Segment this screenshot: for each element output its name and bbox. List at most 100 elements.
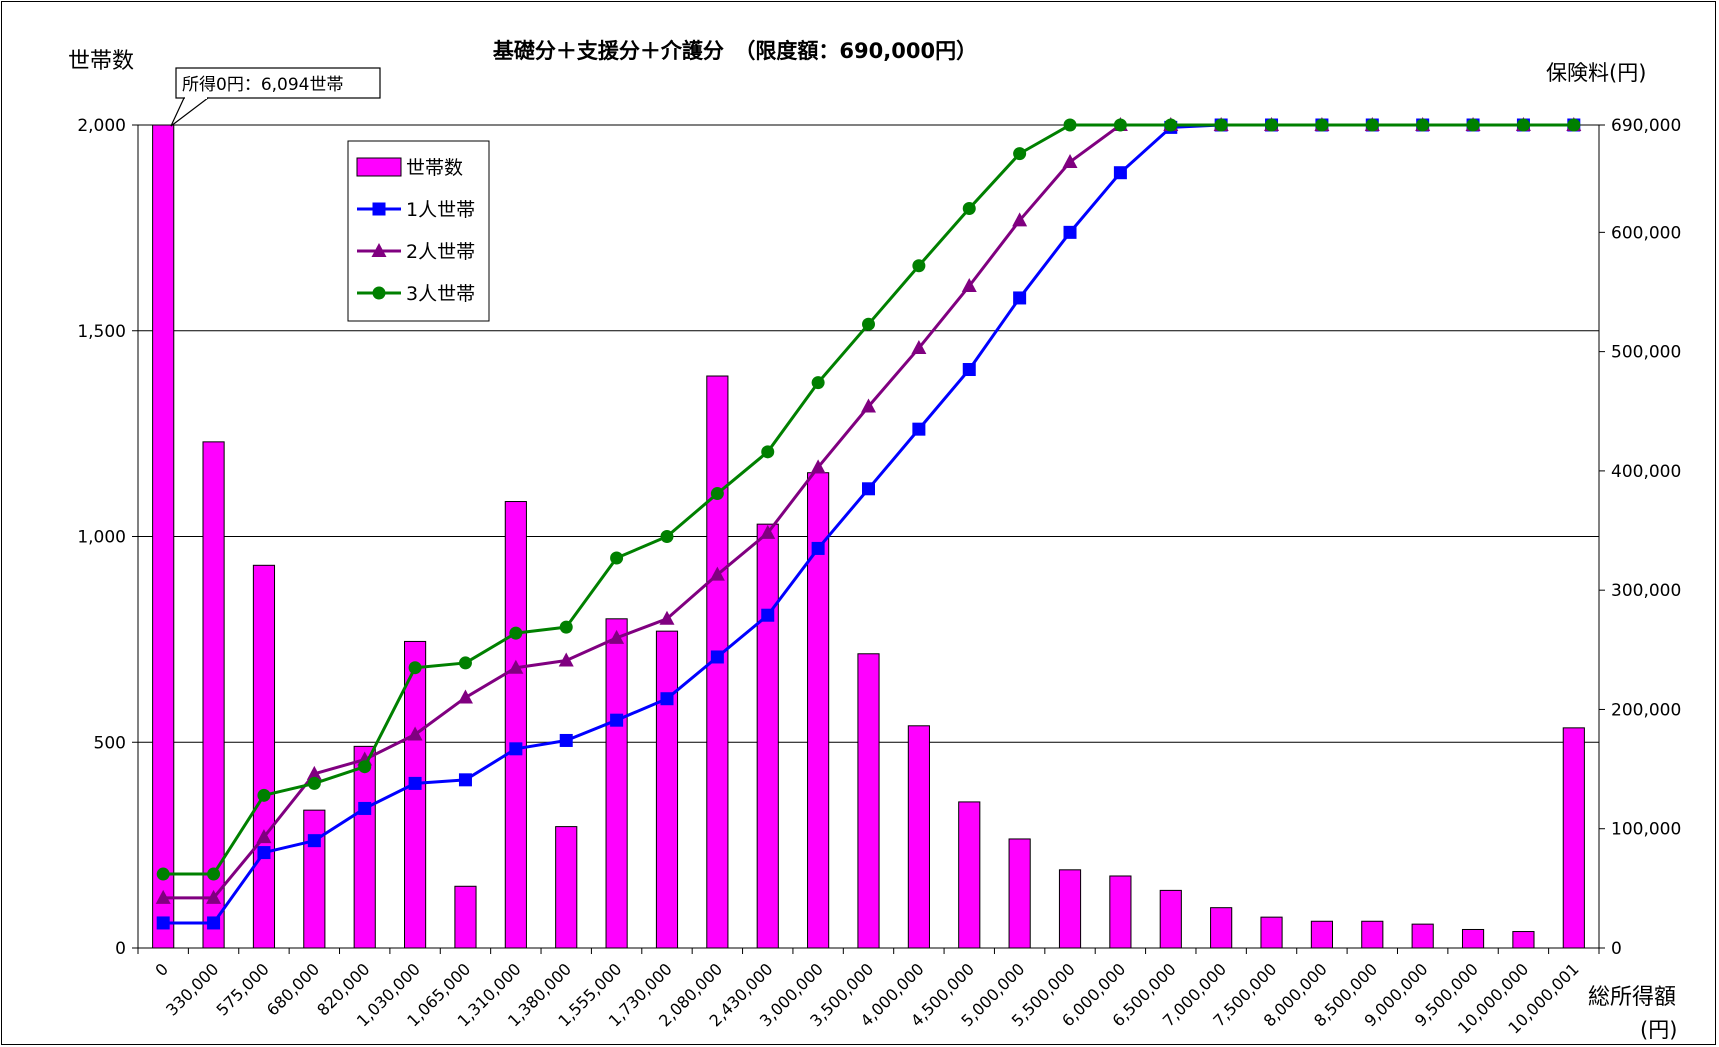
series-point-3: [559, 620, 573, 634]
x-axis-label: 総所得額: [1588, 985, 1676, 1010]
y-right-axis-label: 保険料(円): [1546, 61, 1646, 85]
series-point-3: [811, 376, 825, 390]
series-point-1: [1113, 166, 1127, 180]
series-point-3: [1516, 118, 1530, 132]
bar: [404, 640, 427, 949]
series-point-1: [912, 422, 926, 436]
y-left-tick-label: 500: [94, 733, 126, 753]
series-point-1: [761, 608, 775, 622]
series-point-3: [610, 551, 624, 565]
legend-swatch-marker: [371, 243, 387, 257]
series-point-2: [306, 765, 322, 780]
chart-title: 基礎分＋支援分＋介護分 （限度額：690,000円）: [493, 39, 977, 63]
legend-label: 2人世帯: [406, 241, 475, 263]
bar: [454, 885, 477, 949]
series-point-2: [810, 459, 826, 474]
bar: [555, 826, 578, 949]
y-left-tick-label: 0: [115, 939, 126, 959]
legend-label: 3人世帯: [406, 283, 475, 305]
y-left-tick-label: 1,000: [77, 528, 126, 548]
series-point-2: [206, 889, 222, 904]
bar: [303, 809, 326, 949]
y-right-tick-label: 500,000: [1611, 343, 1681, 363]
series-point-3: [761, 445, 775, 459]
x-axis-unit: (円): [1640, 1018, 1677, 1042]
series-point-3: [660, 530, 674, 543]
series-point-2: [457, 689, 473, 704]
series-point-1: [1013, 291, 1027, 305]
series-point-3: [862, 317, 875, 331]
y-left-tick-label: 1,500: [77, 322, 126, 342]
series-point-2: [1062, 153, 1078, 168]
legend[interactable]: 世帯数 1人世帯 2人世帯 3人世帯: [347, 140, 490, 322]
bar: [756, 523, 779, 949]
series-point-2: [709, 566, 725, 581]
bar: [907, 725, 930, 949]
series-point-1: [660, 692, 674, 706]
x-tick-label: 0: [151, 959, 172, 980]
bar: [152, 124, 175, 949]
bar: [353, 745, 376, 949]
series-point-3: [1567, 118, 1581, 132]
bar: [857, 653, 880, 949]
bar: [1159, 889, 1182, 949]
bar: [504, 501, 527, 949]
series-point-2: [155, 889, 171, 904]
legend-swatch-marker: [372, 286, 386, 300]
series-point-3: [458, 656, 472, 670]
series-point-1: [710, 650, 724, 664]
bar: [605, 618, 628, 949]
y-right-tick-label: 690,000: [1611, 116, 1681, 136]
series-point-1: [358, 801, 372, 815]
bar: [1310, 920, 1333, 949]
y-left-axis-label: 世帯数: [68, 49, 134, 74]
series-point-1: [307, 834, 321, 848]
series-point-3: [710, 487, 724, 501]
series-point-3: [962, 201, 976, 215]
series-point-3: [408, 661, 422, 675]
bar: [1512, 931, 1535, 949]
series-point-3: [1416, 118, 1430, 132]
series-point-1: [408, 776, 422, 790]
series-point-3: [156, 867, 170, 881]
bar: [1210, 907, 1233, 949]
series-point-3: [1164, 118, 1178, 132]
x-tick-label: 330,000: [162, 959, 222, 1019]
series-point-1: [156, 916, 170, 930]
bar: [252, 564, 276, 949]
series-point-3: [1315, 118, 1329, 132]
series-point-2: [256, 829, 272, 844]
series-point-1: [509, 742, 523, 756]
series-point-3: [1466, 118, 1480, 132]
series-point-3: [358, 760, 372, 774]
legend-label: 1人世帯: [406, 199, 475, 221]
y-right-tick-label: 100,000: [1611, 820, 1681, 840]
series-point-3: [509, 626, 523, 640]
series-point-1: [610, 713, 624, 727]
series-point-2: [609, 629, 625, 644]
series-point-2: [961, 278, 977, 293]
series-point-1: [559, 733, 573, 747]
series-point-2: [407, 726, 423, 741]
series-point-1: [811, 541, 825, 555]
bar: [1411, 923, 1434, 949]
bar: [1361, 920, 1384, 949]
series-point-1: [1063, 225, 1077, 239]
series-point-3: [207, 867, 221, 881]
series-point-1: [862, 482, 875, 496]
legend-swatch-marker: [372, 202, 386, 216]
bar: [655, 630, 679, 949]
series-point-1: [207, 916, 221, 930]
series-point-3: [1365, 118, 1379, 132]
bar: [1109, 875, 1132, 949]
series-point-2: [911, 340, 927, 355]
series-point-2: [1012, 212, 1028, 227]
bar: [958, 801, 981, 949]
series-point-2: [861, 398, 876, 413]
series-point-3: [1265, 118, 1279, 132]
series-point-3: [307, 776, 321, 790]
y-right-tick-label: 600,000: [1611, 223, 1681, 243]
bar: [1008, 838, 1031, 949]
